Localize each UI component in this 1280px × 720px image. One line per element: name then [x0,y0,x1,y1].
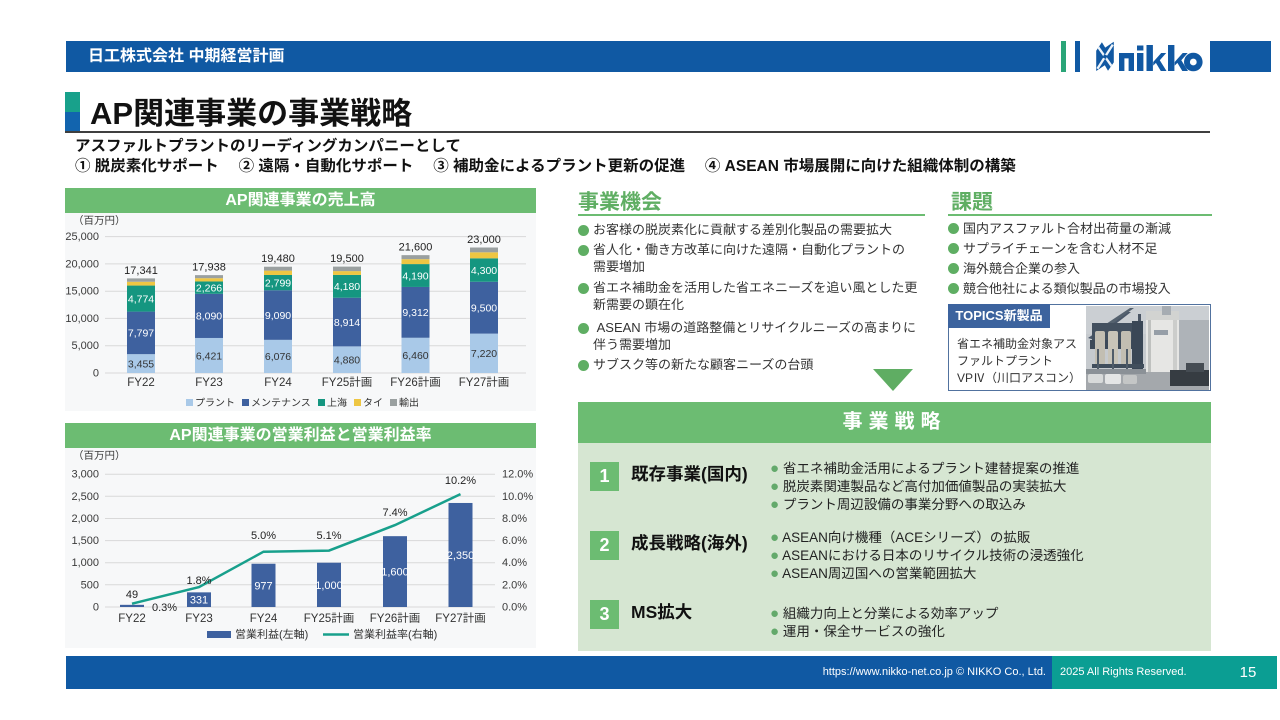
svg-text:6,460: 6,460 [402,350,428,362]
svg-text:8,090: 8,090 [196,311,222,323]
svg-text:2,500: 2,500 [71,491,99,503]
svg-text:1,000: 1,000 [71,557,99,569]
svg-text:5,000: 5,000 [71,340,99,352]
svg-text:2,350: 2,350 [447,550,475,562]
svg-text:8,914: 8,914 [334,317,360,329]
svg-text:1,000: 1,000 [315,580,343,592]
svg-text:8.0%: 8.0% [502,513,527,525]
svg-text:輸出: 輸出 [399,397,419,409]
svg-text:12.0%: 12.0% [502,469,533,481]
svg-text:FY26計画: FY26計画 [390,376,441,389]
svg-text:23,000: 23,000 [467,234,501,246]
svg-text:FY25計画: FY25計画 [322,376,373,389]
svg-text:2.0%: 2.0% [502,579,527,591]
svg-text:FY24: FY24 [250,613,278,625]
svg-text:6.0%: 6.0% [502,535,527,547]
svg-text:1.8%: 1.8% [186,575,211,587]
svg-text:17,341: 17,341 [124,265,158,277]
svg-text:FY27計画: FY27計画 [435,612,486,625]
svg-text:10,000: 10,000 [65,313,99,325]
svg-text:25,000: 25,000 [65,231,99,243]
svg-text:0: 0 [93,602,99,614]
svg-text:FY26計画: FY26計画 [370,612,421,625]
svg-text:500: 500 [81,579,99,591]
svg-text:1,500: 1,500 [71,535,99,547]
svg-text:0.0%: 0.0% [502,602,527,614]
svg-text:FY23: FY23 [185,613,213,625]
svg-text:1,600: 1,600 [381,567,409,579]
svg-text:4,774: 4,774 [128,293,154,305]
svg-text:FY27計画: FY27計画 [459,376,510,389]
svg-text:6,076: 6,076 [265,351,291,363]
svg-text:上海: 上海 [327,397,347,409]
svg-text:FY22: FY22 [118,613,146,625]
svg-text:0: 0 [93,368,99,380]
svg-text:3,455: 3,455 [128,358,154,370]
svg-text:9,312: 9,312 [402,307,428,319]
svg-text:20,000: 20,000 [65,258,99,270]
svg-text:営業利益率(右軸): 営業利益率(右軸) [353,628,437,641]
svg-text:4,880: 4,880 [334,355,360,367]
svg-text:FY24: FY24 [264,377,292,389]
svg-text:5.1%: 5.1% [316,530,341,542]
svg-text:21,600: 21,600 [399,242,433,254]
svg-text:5.0%: 5.0% [251,530,276,542]
svg-text:2,000: 2,000 [71,513,99,525]
svg-text:3,000: 3,000 [71,469,99,481]
svg-text:9,500: 9,500 [471,303,497,315]
svg-text:FY25計画: FY25計画 [304,612,355,625]
svg-text:2,266: 2,266 [196,282,222,294]
svg-text:7,797: 7,797 [128,328,154,340]
svg-text:7.4%: 7.4% [382,507,407,519]
svg-text:2,799: 2,799 [265,277,291,289]
svg-text:0.3%: 0.3% [152,602,177,614]
svg-text:メンテナンス: メンテナンス [251,398,311,409]
svg-text:10.2%: 10.2% [445,475,476,487]
svg-text:（百万円）: （百万円） [73,215,126,227]
svg-text:4,180: 4,180 [334,281,360,293]
svg-text:FY22: FY22 [127,377,155,389]
svg-text:4,300: 4,300 [471,265,497,277]
svg-text:4.0%: 4.0% [502,557,527,569]
svg-text:営業利益(左軸): 営業利益(左軸) [235,628,308,641]
svg-text:49: 49 [126,589,138,601]
svg-text:19,480: 19,480 [261,253,295,265]
svg-text:15,000: 15,000 [65,286,99,298]
svg-text:（百万円）: （百万円） [73,450,126,462]
svg-text:19,500: 19,500 [330,253,364,265]
svg-text:7,220: 7,220 [471,348,497,360]
svg-text:9,090: 9,090 [265,310,291,322]
svg-text:6,421: 6,421 [196,350,222,362]
svg-text:プラント: プラント [195,397,235,409]
svg-text:17,938: 17,938 [192,262,226,274]
svg-text:FY23: FY23 [195,377,223,389]
svg-text:4,190: 4,190 [402,270,428,282]
svg-text:タイ: タイ [363,397,383,409]
svg-text:331: 331 [190,595,208,607]
svg-text:10.0%: 10.0% [502,491,533,503]
svg-text:977: 977 [254,580,272,592]
